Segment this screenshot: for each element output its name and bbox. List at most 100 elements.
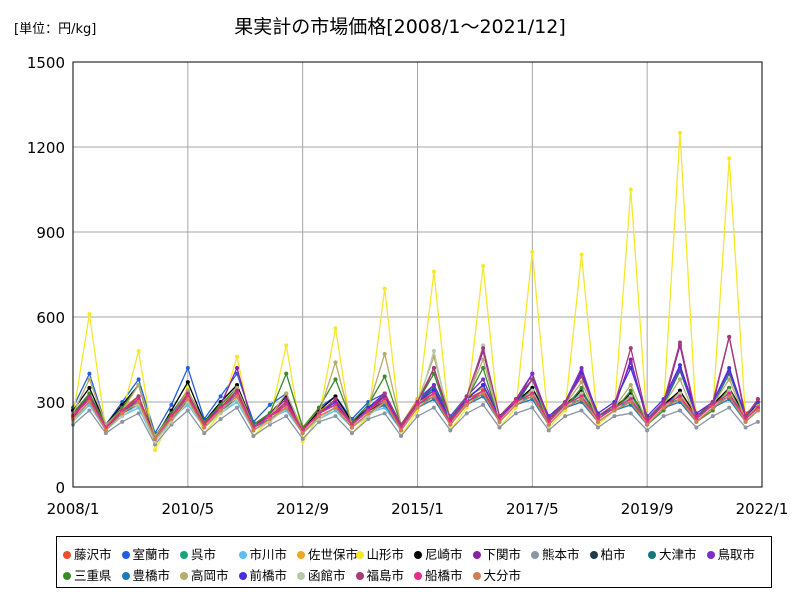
data-point: [513, 402, 518, 407]
data-point: [628, 397, 633, 402]
data-point: [251, 428, 256, 433]
data-point: [481, 391, 486, 396]
data-point: [349, 431, 354, 436]
data-point: [448, 422, 453, 427]
data-point: [333, 405, 338, 410]
data-point: [382, 351, 387, 356]
data-point: [120, 411, 125, 416]
data-point: [546, 422, 551, 427]
data-point: [628, 187, 633, 192]
legend-marker: [121, 572, 130, 580]
data-point: [136, 400, 141, 404]
legend: 藤沢市 室蘭市 呉市 市川市 佐世保市 山形市 尼崎市 下関市 熊本市 柏市 大津市 鳥取市 三重県 豊橋…: [56, 536, 772, 588]
data-point: [530, 385, 535, 390]
data-point: [87, 400, 92, 404]
data-point: [284, 391, 289, 396]
x-tick-label: 2012/9: [276, 500, 329, 518]
data-point: [415, 405, 420, 410]
data-point: [755, 408, 760, 413]
legend-marker: [355, 551, 364, 559]
data-point: [579, 366, 584, 370]
data-point: [317, 411, 322, 416]
data-point: [185, 397, 190, 402]
data-point: [399, 428, 404, 433]
data-point: [284, 414, 289, 419]
data-point: [513, 411, 518, 416]
data-point: [497, 425, 502, 430]
data-point: [349, 425, 354, 430]
data-point: [431, 388, 436, 393]
data-point: [103, 431, 108, 436]
data-point: [727, 405, 732, 410]
data-point: [153, 436, 158, 441]
data-point: [579, 394, 584, 399]
data-point: [136, 383, 141, 387]
data-point: [415, 402, 420, 407]
data-point: [333, 394, 338, 399]
data-point: [530, 405, 535, 410]
data-point: [677, 363, 682, 368]
legend-label: 函館市: [308, 568, 346, 583]
data-point: [677, 397, 682, 402]
data-point: [103, 428, 108, 433]
legend-item: 柏市: [589, 544, 626, 563]
series-15: [71, 351, 760, 438]
data-point: [235, 405, 240, 410]
legend-label: 前橋市: [249, 568, 288, 583]
legend-marker: [648, 551, 656, 559]
legend-item: 三重県: [63, 565, 112, 584]
grid-lines: [72, 61, 763, 488]
data-point: [612, 405, 617, 410]
data-point: [661, 402, 666, 407]
data-point: [87, 394, 92, 399]
data-point: [612, 408, 617, 413]
legend-item: 室蘭市: [121, 544, 170, 563]
data-point: [677, 394, 682, 399]
data-point: [300, 439, 305, 444]
data-point: [202, 431, 207, 436]
data-point: [333, 397, 338, 402]
data-point: [661, 405, 666, 410]
legend-item: 藤沢市: [63, 544, 112, 563]
series-lines: [71, 130, 760, 453]
legend-item: 大分市: [472, 565, 521, 584]
legend-marker: [472, 551, 481, 559]
legend-marker: [706, 551, 715, 559]
data-point: [628, 346, 633, 351]
data-point: [530, 394, 535, 399]
data-point: [136, 394, 141, 399]
data-point: [431, 394, 436, 399]
y-tick-label: 1500: [27, 54, 65, 72]
data-point: [169, 402, 174, 407]
data-point: [382, 400, 387, 404]
data-point: [284, 397, 289, 402]
data-point: [694, 425, 699, 430]
data-point: [153, 442, 158, 447]
data-point: [481, 264, 486, 268]
legend-marker: [297, 572, 305, 580]
data-point: [218, 417, 223, 421]
data-point: [267, 422, 272, 427]
data-point: [136, 411, 141, 416]
data-point: [727, 385, 732, 390]
data-point: [481, 343, 486, 348]
data-point: [628, 400, 633, 404]
data-point: [481, 402, 486, 407]
data-point: [136, 397, 141, 402]
data-point: [333, 402, 338, 407]
data-point: [284, 402, 289, 407]
data-point: [185, 380, 190, 385]
data-point: [563, 405, 568, 410]
axis-tick-labels: 0 300 600 900 1200 1500 2008/1 2010/5 2012/9 2015…: [27, 54, 789, 518]
data-point: [595, 419, 600, 424]
data-point: [284, 343, 289, 348]
data-point: [218, 408, 223, 413]
legend-label: 市川市: [249, 547, 288, 562]
x-tick-label: 2022/1: [736, 500, 789, 518]
legend-item: 熊本市: [531, 544, 580, 563]
legend-marker: [180, 572, 188, 580]
data-point: [120, 419, 125, 424]
data-point: [136, 377, 141, 382]
x-tick-label: 2008/1: [47, 500, 100, 518]
data-point: [481, 377, 486, 382]
